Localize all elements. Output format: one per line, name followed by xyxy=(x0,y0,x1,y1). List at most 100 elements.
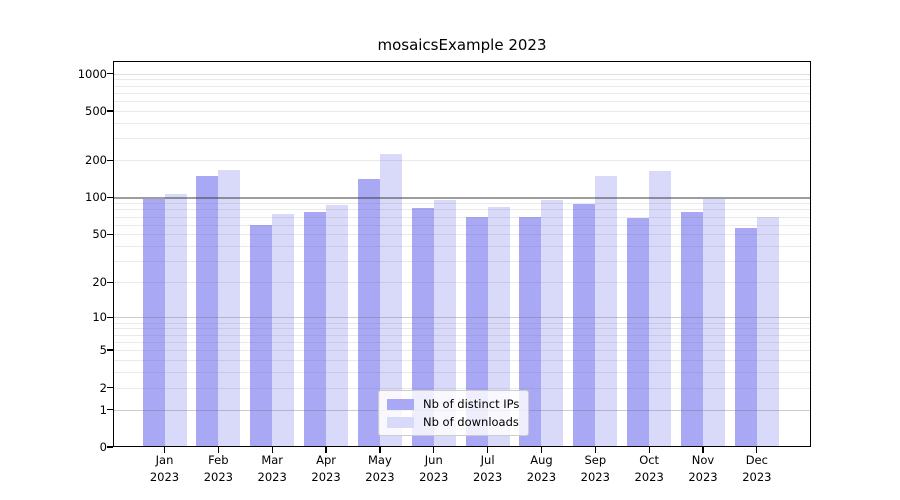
x-tick-mark-aug xyxy=(540,447,543,453)
x-tick-year: 2023 xyxy=(634,470,664,484)
bar-downloads-feb xyxy=(218,169,241,447)
y-tick-label-50: 50 xyxy=(92,227,107,242)
bar-distinct-ips-oct xyxy=(627,218,650,447)
y-tick-label-5: 5 xyxy=(99,343,107,358)
bar-distinct-ips-dec xyxy=(734,228,757,447)
x-tick-month: Aug xyxy=(530,453,553,467)
x-tick-label-jul: Jul 2023 xyxy=(461,452,515,486)
y-tick-mark-1000 xyxy=(107,72,113,75)
x-tick-label-feb: Feb 2023 xyxy=(191,452,245,486)
x-tick-month: May xyxy=(368,453,392,467)
bar-downloads-jun xyxy=(433,200,456,447)
y-tick-mark-2 xyxy=(107,386,113,389)
bar-downloads-aug xyxy=(541,200,564,447)
x-tick-mark-may xyxy=(379,447,381,453)
y-tick-mark-5 xyxy=(107,349,113,351)
y-tick-mark-0 xyxy=(107,446,113,448)
bar-distinct-ips-mar xyxy=(250,224,273,447)
bar-distinct-ips-jan xyxy=(142,199,165,447)
x-tick-mark-jun xyxy=(433,447,435,453)
x-tick-year: 2023 xyxy=(688,470,718,484)
x-tick-month: Jun xyxy=(424,453,443,467)
bar-distinct-ips-jul xyxy=(465,217,488,447)
y-tick-label-1: 1 xyxy=(99,402,107,417)
y-tick-label-0: 0 xyxy=(99,440,107,454)
x-tick-year: 2023 xyxy=(203,470,233,484)
x-tick-year: 2023 xyxy=(526,470,557,484)
x-tick-label-aug: Aug 2023 xyxy=(514,452,568,486)
bar-distinct-ips-feb xyxy=(196,175,219,447)
x-tick-year: 2023 xyxy=(472,470,503,484)
x-tick-month: Sep xyxy=(584,453,607,467)
x-tick-label-jan: Jan 2023 xyxy=(138,452,192,486)
y-tick-mark-20 xyxy=(107,281,113,284)
y-tick-mark-10 xyxy=(107,316,113,318)
y-tick-mark-50 xyxy=(107,233,113,236)
y-tick-label-100: 100 xyxy=(85,190,107,205)
x-tick-mark-jul xyxy=(486,447,489,453)
y-tick-mark-1 xyxy=(107,408,113,411)
legend-swatch-distinct-ips xyxy=(387,398,414,410)
bar-downloads-nov xyxy=(703,199,725,447)
x-tick-label-sep: Sep 2023 xyxy=(568,452,622,486)
x-tick-month: Apr xyxy=(316,453,336,467)
x-tick-month: Dec xyxy=(745,453,768,467)
bar-downloads-dec xyxy=(756,217,779,447)
x-tick-year: 2023 xyxy=(149,470,180,484)
bar-distinct-ips-nov xyxy=(681,212,703,447)
x-tick-label-mar: Mar 2023 xyxy=(245,452,299,486)
x-tick-mark-oct xyxy=(648,447,650,453)
x-tick-month: Nov xyxy=(691,453,715,467)
x-tick-label-oct: Oct 2023 xyxy=(622,452,676,486)
x-tick-year: 2023 xyxy=(365,470,395,484)
bar-downloads-jul xyxy=(487,206,510,447)
y-tick-mark-100 xyxy=(107,196,113,199)
bar-downloads-apr xyxy=(326,204,349,447)
bar-distinct-ips-apr xyxy=(304,212,327,447)
bar-downloads-jan xyxy=(164,193,187,447)
y-tick-label-20: 20 xyxy=(92,275,107,290)
y-tick-label-10: 10 xyxy=(92,310,107,325)
y-tick-label-500: 500 xyxy=(85,103,107,118)
x-tick-month: Jan xyxy=(155,453,174,467)
y-tick-label-2: 2 xyxy=(99,380,107,395)
legend-label-distinct-ips: Nb of distinct IPs xyxy=(423,397,520,411)
x-tick-label-jun: Jun 2023 xyxy=(407,452,461,486)
bar-distinct-ips-sep xyxy=(573,203,596,447)
x-tick-month: Jul xyxy=(480,453,495,467)
x-tick-month: Feb xyxy=(208,453,229,467)
bars-layer xyxy=(113,61,811,447)
x-tick-label-nov: Nov 2023 xyxy=(676,452,730,486)
bar-downloads-sep xyxy=(595,175,618,447)
y-tick-label-200: 200 xyxy=(85,153,107,168)
legend-swatch-downloads xyxy=(387,416,414,428)
legend-label-downloads: Nb of downloads xyxy=(423,415,519,429)
x-tick-label-apr: Apr 2023 xyxy=(299,452,353,486)
x-tick-mark-apr xyxy=(325,447,327,453)
bar-distinct-ips-aug xyxy=(519,217,542,447)
x-tick-year: 2023 xyxy=(580,470,610,484)
bar-downloads-may xyxy=(379,153,402,447)
y-tick-mark-200 xyxy=(107,159,113,161)
legend-item-distinct-ips: Nb of distinct IPs xyxy=(387,397,519,411)
x-tick-year: 2023 xyxy=(419,470,449,484)
x-tick-year: 2023 xyxy=(311,470,341,484)
x-tick-mark-dec xyxy=(756,447,758,453)
x-tick-month: Mar xyxy=(261,453,284,467)
plot-area xyxy=(113,61,811,447)
y-tick-label-1000: 1000 xyxy=(77,66,107,81)
chart-title: mosaicsExample 2023 xyxy=(377,36,547,54)
bar-downloads-oct xyxy=(649,170,672,447)
x-tick-label-may: May 2023 xyxy=(353,452,407,486)
legend-item-downloads: Nb of downloads xyxy=(387,415,519,429)
x-tick-mark-sep xyxy=(594,447,596,453)
bar-downloads-mar xyxy=(272,214,295,447)
bar-distinct-ips-may xyxy=(357,178,380,447)
legend: Nb of distinct IPs Nb of downloads xyxy=(378,390,530,436)
x-tick-mark-mar xyxy=(271,447,273,453)
x-tick-mark-nov xyxy=(702,447,704,453)
x-tick-year: 2023 xyxy=(257,470,287,484)
x-tick-mark-jan xyxy=(163,447,166,453)
x-tick-mark-feb xyxy=(217,447,219,453)
